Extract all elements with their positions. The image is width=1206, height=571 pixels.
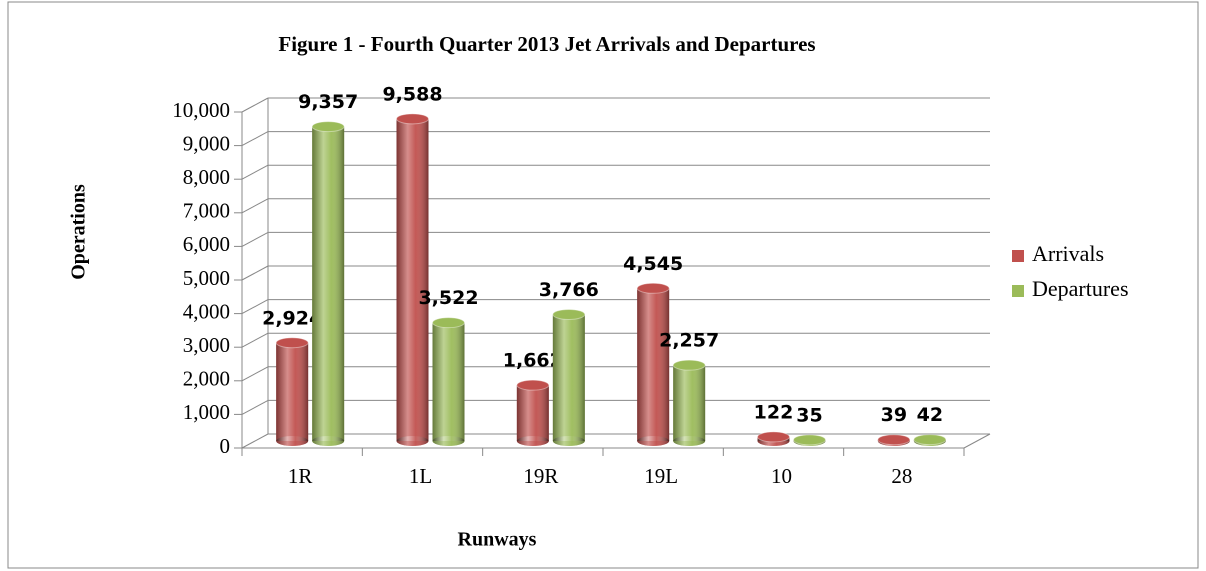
- bar-part: [673, 365, 706, 441]
- bar-part: [516, 385, 549, 441]
- legend-swatch: [1012, 285, 1024, 297]
- grid-line: [241, 164, 269, 180]
- data-label: 3,522: [418, 287, 478, 309]
- bar-part: [275, 337, 309, 349]
- data-label: 9,357: [298, 91, 358, 113]
- legend-swatch: [1012, 250, 1024, 262]
- data-label: 2,257: [659, 330, 719, 352]
- x-tick-label: 10: [771, 464, 792, 488]
- bar-part: [552, 314, 585, 441]
- y-tick-label: 6,000: [183, 232, 230, 256]
- bar: [516, 379, 550, 446]
- x-axis-title: Runways: [458, 529, 537, 551]
- y-tick-label: 2,000: [183, 367, 230, 391]
- bar: [636, 282, 670, 446]
- bar-part: [877, 434, 911, 446]
- grid-line: [241, 366, 269, 382]
- y-tick-label: 10,000: [172, 98, 230, 122]
- bar-part: [637, 436, 670, 446]
- data-label: 42: [917, 404, 943, 426]
- bar-part: [276, 342, 309, 441]
- bar-part: [673, 436, 706, 446]
- data-label: 2,924: [262, 307, 322, 329]
- axis-line: [963, 433, 991, 449]
- bar-part: [312, 126, 345, 441]
- bar-part: [757, 431, 790, 443]
- bar: [311, 121, 345, 446]
- bar-part: [312, 436, 345, 446]
- y-tick-label: 4,000: [183, 299, 230, 323]
- y-tick-label: 9,000: [183, 131, 230, 155]
- grid-line: [241, 399, 269, 415]
- x-tick-label: 28: [891, 464, 912, 488]
- grid-line: [241, 97, 269, 113]
- bar-part: [311, 121, 345, 133]
- bar-part: [913, 434, 947, 446]
- bar: [432, 317, 465, 446]
- bar-part: [516, 436, 549, 446]
- bar: [396, 113, 429, 446]
- y-axis-title: Operations: [68, 184, 90, 280]
- legend-label: Departures: [1032, 276, 1129, 301]
- y-tick-label: 8,000: [183, 165, 230, 189]
- grid-line: [241, 231, 269, 247]
- y-tick-label: 3,000: [183, 333, 230, 357]
- data-label: 1,662: [503, 350, 563, 372]
- bar: [672, 359, 706, 446]
- chart-border: [7, 1, 1199, 569]
- bar-part: [672, 359, 706, 371]
- data-label: 35: [796, 404, 822, 426]
- y-tick-label: 1,000: [183, 400, 230, 424]
- bar-part: [432, 322, 465, 441]
- bar-part: [793, 434, 826, 446]
- bar-part: [396, 113, 429, 125]
- legend-label: Arrivals: [1032, 241, 1104, 266]
- bar-part: [276, 436, 309, 446]
- y-tick-label: 7,000: [183, 199, 230, 223]
- x-tick-label: 1L: [409, 464, 432, 488]
- bar-part: [396, 436, 429, 446]
- x-tick-label: 19L: [644, 464, 678, 488]
- grid-line: [241, 265, 269, 281]
- bar: [913, 434, 947, 446]
- bar: [877, 434, 911, 446]
- y-tick-label: 5,000: [183, 266, 230, 290]
- bar: [552, 308, 586, 446]
- grid-line: [241, 198, 269, 214]
- bar: [275, 337, 309, 446]
- grid-line: [241, 131, 269, 147]
- grid-line: [241, 299, 269, 315]
- bar: [757, 431, 790, 446]
- chart-title: Figure 1 - Fourth Quarter 2013 Jet Arriv…: [278, 32, 815, 56]
- data-label: 3,766: [539, 279, 599, 301]
- bar: [793, 434, 826, 446]
- data-label: 4,545: [623, 253, 683, 275]
- data-label: 39: [881, 404, 907, 426]
- bar-part: [552, 436, 585, 446]
- bar-part: [396, 118, 429, 441]
- grid-line: [241, 332, 269, 348]
- bar-part: [552, 308, 586, 320]
- bar-part: [516, 379, 550, 391]
- y-tick-label: 0: [220, 434, 231, 458]
- bar-part: [432, 436, 465, 446]
- bar-part: [636, 282, 670, 294]
- x-tick-label: 1R: [288, 464, 313, 488]
- data-label: 122: [754, 401, 794, 423]
- bar-part: [432, 317, 465, 329]
- grid-line: [241, 433, 269, 449]
- bar-part: [637, 288, 670, 441]
- x-tick-label: 19R: [523, 464, 558, 488]
- data-label: 9,588: [382, 83, 442, 105]
